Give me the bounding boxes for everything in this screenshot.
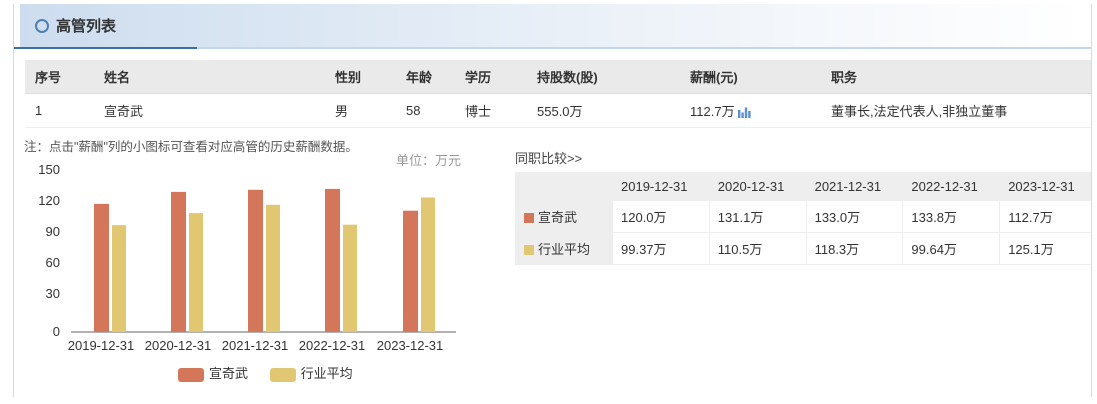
svg-text:150: 150: [38, 162, 60, 177]
svg-text:120: 120: [38, 193, 60, 208]
svg-text:0: 0: [53, 324, 60, 339]
svg-text:2021-12-31: 2021-12-31: [222, 338, 289, 353]
svg-text:2020-12-31: 2020-12-31: [145, 338, 212, 353]
svg-text:30: 30: [46, 286, 60, 301]
svg-text:90: 90: [46, 224, 60, 239]
svg-text:2022-12-31: 2022-12-31: [299, 338, 366, 353]
svg-text:2019-12-31: 2019-12-31: [68, 338, 135, 353]
svg-text:60: 60: [46, 255, 60, 270]
svg-text:2023-12-31: 2023-12-31: [377, 338, 444, 353]
